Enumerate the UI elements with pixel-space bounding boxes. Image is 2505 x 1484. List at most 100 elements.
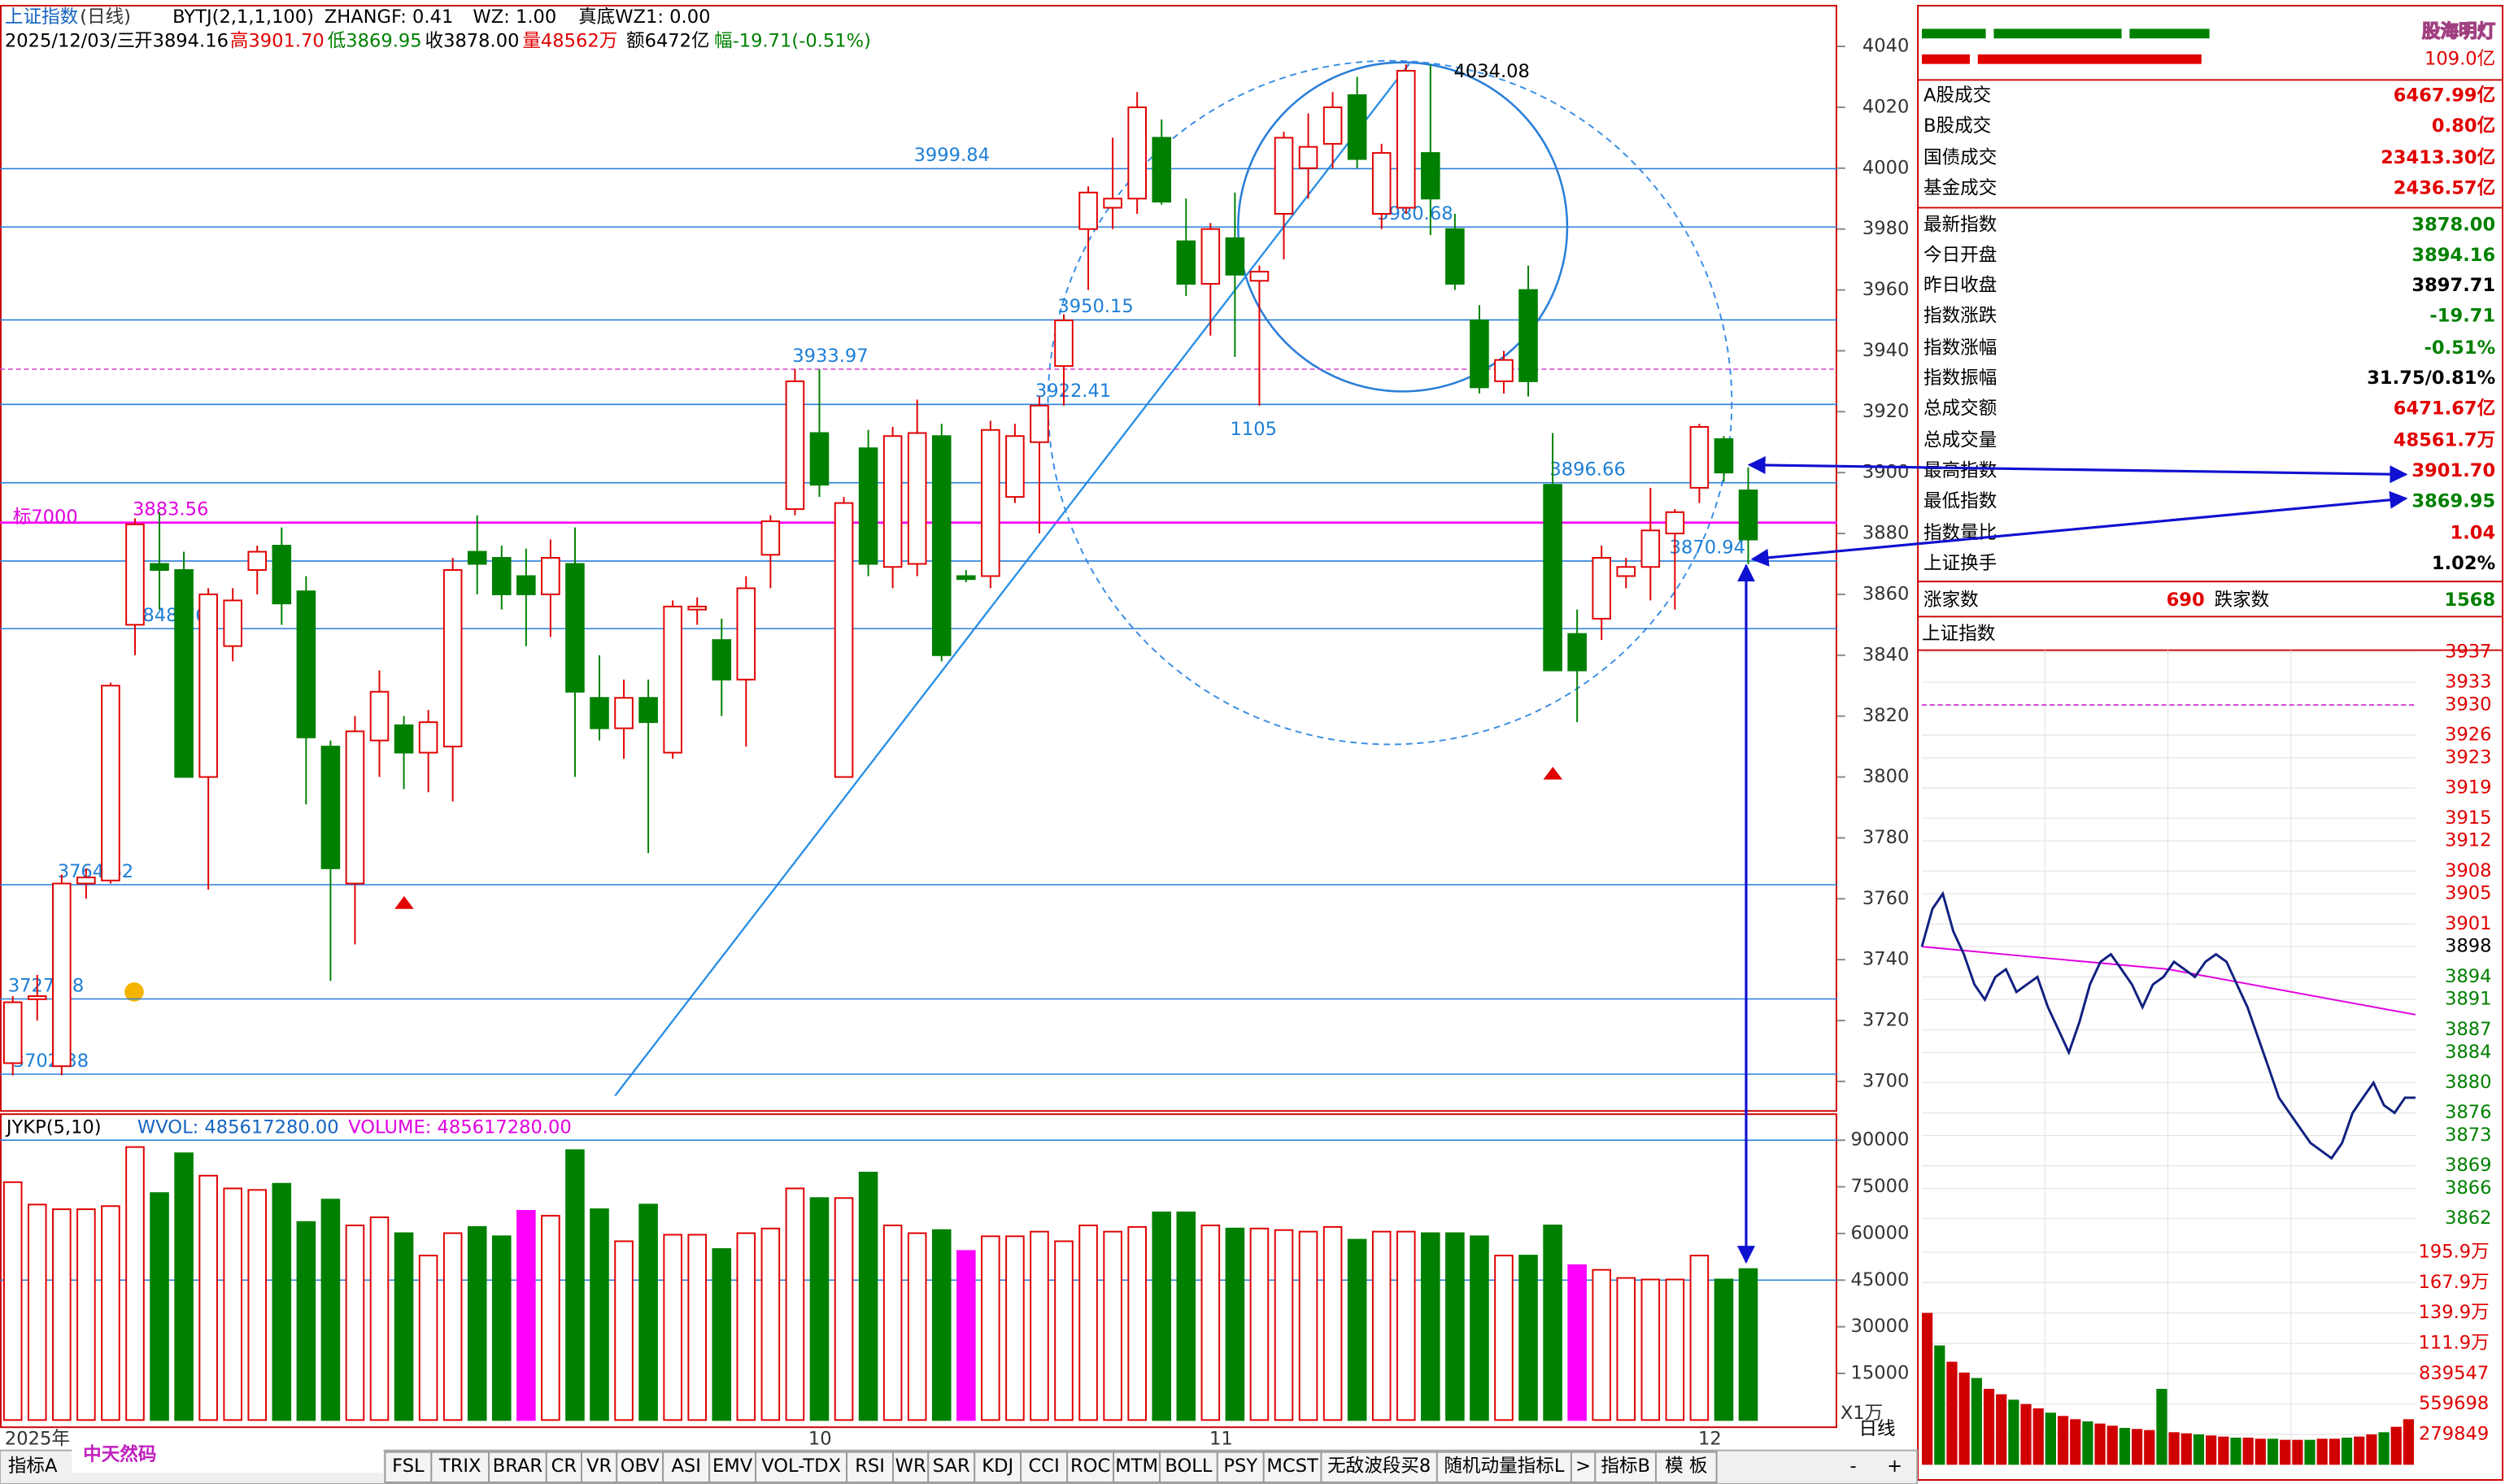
tab-label[interactable]: 无敌波段买8 — [1327, 1456, 1431, 1477]
tab[interactable] — [616, 1451, 664, 1483]
candle-body — [1494, 359, 1514, 382]
stat-value: 3901.70 — [2411, 460, 2495, 481]
candle-body — [223, 599, 242, 647]
intraday-volume — [2329, 1438, 2340, 1465]
volume-bar — [1103, 1230, 1122, 1421]
tab-label[interactable]: WR — [895, 1456, 926, 1477]
tab[interactable] — [1159, 1451, 1218, 1483]
y-tick-label: 3873 — [2445, 1125, 2491, 1146]
volume-bar — [442, 1232, 463, 1421]
tab[interactable] — [1435, 1451, 1572, 1483]
candle-body — [1665, 511, 1685, 535]
candle-body — [467, 551, 487, 565]
tab-label[interactable]: MCST — [1266, 1456, 1318, 1477]
volume-bar — [834, 1197, 854, 1421]
candle-body — [858, 447, 878, 565]
stat-label: 总成交额 — [1923, 398, 1997, 419]
candle-body — [809, 432, 830, 486]
chart-title: 上证指数 — [1922, 623, 1995, 644]
intraday-volume — [2193, 1434, 2205, 1465]
candle-body — [1298, 146, 1318, 169]
tab-label[interactable]: OBV — [621, 1456, 660, 1477]
candle-body — [956, 575, 976, 581]
tab[interactable] — [1066, 1451, 1115, 1483]
level-label: 3896.66 — [1549, 459, 1625, 480]
intraday-volume — [2082, 1421, 2093, 1465]
tab-label[interactable]: FSL — [392, 1456, 425, 1477]
date-label: 2025年 — [5, 1428, 70, 1449]
tab-label[interactable]: ROC — [1070, 1456, 1110, 1477]
stat-label: 指数涨幅 — [1923, 337, 1997, 359]
tab-label[interactable]: PSY — [1223, 1456, 1257, 1477]
annotation: 标7000 — [13, 507, 78, 528]
volume-bar — [760, 1227, 781, 1421]
tab[interactable] — [708, 1451, 757, 1483]
tab-label[interactable]: MTM — [1115, 1456, 1158, 1477]
y-tick-label: 3930 — [2445, 694, 2491, 715]
tab[interactable] — [1320, 1451, 1438, 1483]
tab-label[interactable]: BRAR — [493, 1456, 543, 1477]
tab[interactable] — [846, 1451, 895, 1483]
tab-label[interactable]: SAR — [933, 1456, 970, 1477]
intraday-volume — [2316, 1438, 2328, 1465]
tab-label[interactable]: VR — [586, 1456, 612, 1477]
candle-body — [1005, 435, 1025, 498]
volume-bar — [1738, 1268, 1758, 1421]
axis-tab[interactable]: + — [1887, 1456, 1902, 1477]
tab-label[interactable]: > — [1575, 1456, 1591, 1477]
tab-label[interactable]: 指标B — [1601, 1456, 1650, 1477]
tab[interactable] — [892, 1451, 930, 1483]
tab[interactable] — [545, 1451, 582, 1483]
candle-body — [1225, 237, 1245, 276]
tab[interactable] — [1594, 1451, 1657, 1483]
y-tick-label: 3980 — [1862, 218, 1909, 239]
y-tick-label: 15000 — [1850, 1362, 1909, 1383]
tab-label[interactable]: VOL-TDX — [761, 1456, 841, 1477]
tab-label[interactable]: CCI — [1029, 1456, 1060, 1477]
tab[interactable] — [974, 1451, 1022, 1483]
intraday-volume — [2119, 1427, 2131, 1465]
candle-body — [1445, 228, 1465, 285]
candle-body — [1152, 137, 1172, 202]
axis-tab[interactable]: 日线 — [1858, 1419, 1895, 1440]
volume-bar — [1298, 1230, 1318, 1421]
volume-bar — [1249, 1227, 1270, 1421]
volume-bar — [1470, 1235, 1489, 1421]
tab[interactable] — [1654, 1451, 1718, 1483]
tab-label[interactable]: KDJ — [982, 1456, 1013, 1477]
intraday-volume — [1958, 1372, 1970, 1465]
date-label: 12 — [1698, 1428, 1722, 1449]
intraday-volume — [2131, 1429, 2143, 1465]
header-text: 真底WZ1: 0.00 — [578, 7, 710, 28]
tab[interactable] — [1262, 1451, 1322, 1483]
y-tick-label: 3820 — [1862, 705, 1909, 726]
stat-label: 最新指数 — [1923, 215, 1997, 236]
y-tick-label: 3900 — [1862, 462, 1909, 483]
volume-bar — [1030, 1230, 1049, 1421]
candle-body — [2, 1001, 23, 1064]
volume-bar — [638, 1203, 658, 1421]
tab-label[interactable]: EMV — [712, 1456, 753, 1477]
tab-label[interactable]: 模 板 — [1665, 1456, 1707, 1477]
tab-label[interactable]: ASI — [671, 1456, 700, 1477]
tab-label[interactable]: TRIX — [438, 1456, 481, 1477]
volume-bar — [981, 1235, 1000, 1421]
tab-label[interactable]: RSI — [855, 1456, 885, 1477]
volume-bar — [687, 1234, 707, 1421]
y-tick-label: 3866 — [2445, 1177, 2491, 1199]
stat-value: 23413.30亿 — [2381, 147, 2495, 168]
stat-label: 国债成交 — [1923, 147, 1997, 168]
y-tick-label: 3720 — [1862, 1010, 1909, 1031]
tab-label[interactable]: 随机动量指标L — [1444, 1456, 1564, 1477]
stat-label: 涨家数 — [1923, 590, 1979, 611]
y-tick-label: 839547 — [2419, 1363, 2489, 1384]
candle-body — [418, 721, 438, 754]
tab-label[interactable]: CR — [551, 1456, 577, 1477]
intraday-volume — [2354, 1436, 2365, 1465]
intraday-volume — [1934, 1345, 1945, 1465]
cycle-circle — [1047, 59, 1733, 746]
axis-tab[interactable]: - — [1849, 1456, 1856, 1477]
tab[interactable] — [430, 1451, 490, 1483]
y-tick-label: 3894 — [2445, 966, 2491, 987]
tab-label[interactable]: BOLL — [1165, 1456, 1212, 1477]
